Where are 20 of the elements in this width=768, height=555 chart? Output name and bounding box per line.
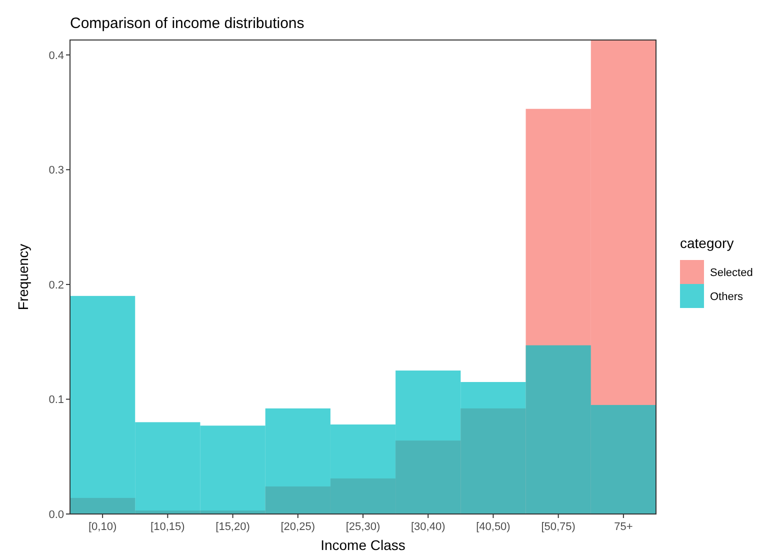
x-tick-label: [40,50) (476, 521, 510, 533)
x-tick-label: [25,30) (346, 521, 380, 533)
chart-title: Comparison of income distributions (70, 15, 304, 32)
y-tick-label: 0.2 (48, 279, 64, 292)
x-tick-label: [20,25) (280, 521, 316, 533)
x-tick-label: [0,10) (88, 521, 117, 533)
y-axis-title: Frequency (15, 244, 31, 310)
legend-label: Selected (710, 266, 753, 279)
x-tick-label: [50,75) (541, 521, 576, 533)
y-tick-label: 0.3 (48, 164, 64, 177)
x-tick-label: 75+ (614, 521, 633, 533)
x-tick-label: [15,20) (216, 521, 250, 533)
legend-label: Others (710, 290, 744, 303)
x-axis-title: Income Class (320, 537, 406, 553)
y-tick-label: 0.0 (48, 508, 64, 521)
legend-title: category (680, 235, 734, 251)
x-tick-label: [10,15) (150, 521, 185, 533)
x-tick-label: [30,40) (410, 521, 446, 533)
y-tick-label: 0.4 (48, 50, 64, 62)
y-tick-label: 0.1 (48, 394, 64, 406)
